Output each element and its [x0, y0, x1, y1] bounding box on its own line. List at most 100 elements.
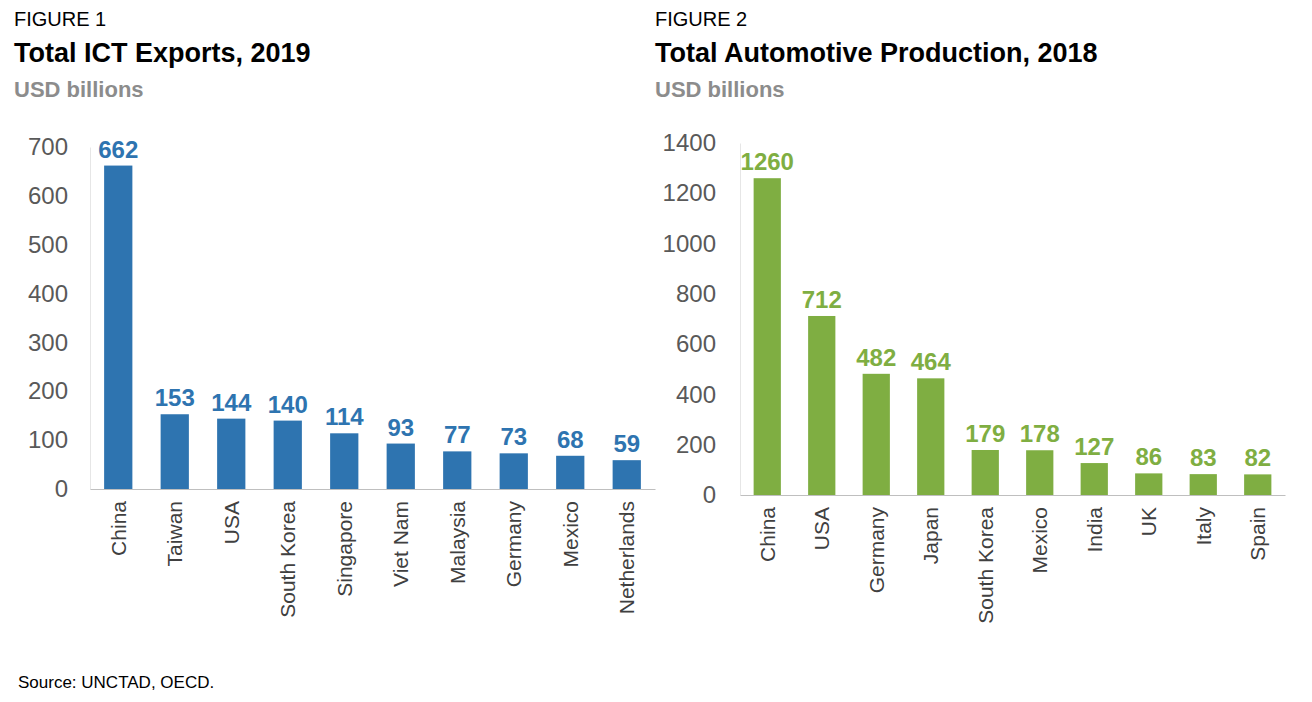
y-tick: 600 [676, 330, 740, 357]
x-axis-line [91, 489, 656, 490]
y-tick: 0 [55, 475, 90, 502]
x-tick-label: Italy [1192, 507, 1215, 546]
data-label: 482 [856, 344, 896, 371]
x-tick: Malaysia [446, 489, 469, 584]
x-tick: USA [220, 489, 243, 544]
y-tick: 0 [703, 481, 740, 508]
x-tick: Japan [919, 495, 942, 564]
data-label: 178 [1020, 420, 1060, 447]
x-tick-label: UK [1137, 507, 1160, 536]
y-tick: 400 [676, 381, 740, 408]
x-axis: ChinaTaiwanUSASouth KoreaSingaporeViet N… [91, 489, 656, 618]
y-tick-label: 400 [28, 280, 68, 307]
data-label: 114 [325, 403, 364, 430]
bar [556, 456, 584, 489]
subtitle: USD billions [655, 77, 785, 102]
bar [863, 374, 890, 495]
data-label: 140 [268, 391, 308, 418]
y-tick-label: 0 [703, 481, 716, 508]
x-tick: India [1083, 495, 1106, 553]
y-axis: 0 100 200 300 400 500 600 700 [28, 133, 91, 502]
y-tick: 400 [28, 280, 90, 307]
bar [217, 419, 245, 489]
title: Total Automotive Production, 2018 [655, 38, 1098, 68]
data-label: 153 [155, 384, 195, 411]
x-tick: Mexico [1028, 495, 1051, 574]
x-tick-label: Malaysia [446, 501, 469, 584]
data-label: 83 [1190, 444, 1217, 471]
y-tick: 1000 [663, 230, 740, 257]
x-tick: Mexico [559, 489, 582, 568]
x-tick: Taiwan [163, 489, 186, 566]
bar [808, 316, 835, 495]
x-axis: China USA Germany Japan South Korea Mexico Ind… [741, 495, 1286, 624]
y-tick-label: 700 [28, 133, 68, 160]
y-tick-label: 1000 [663, 230, 716, 257]
data-labels: 6621531441401149377736859 [98, 136, 640, 458]
bar [1190, 474, 1217, 495]
bar [917, 378, 944, 495]
x-tick-label: China [756, 507, 779, 562]
x-tick: Singapore [333, 489, 356, 597]
y-tick: 200 [28, 377, 90, 404]
y-tick-label: 400 [676, 381, 716, 408]
y-tick: 500 [28, 231, 90, 258]
x-tick-label: Taiwan [163, 501, 186, 566]
bar [387, 444, 415, 489]
x-tick-label: USA [810, 507, 833, 550]
x-tick: Italy [1192, 495, 1215, 546]
chart-0: FIGURE 1Total ICT Exports, 2019USD billi… [14, 8, 656, 618]
data-labels: 1260712482464179178127868382 [741, 148, 1272, 471]
x-tick-label: USA [220, 501, 243, 544]
data-label: 1260 [741, 148, 794, 175]
y-tick-label: 300 [28, 329, 68, 356]
bar [161, 414, 189, 489]
data-label: 68 [557, 426, 584, 453]
figure-label: FIGURE 1 [14, 8, 106, 30]
y-tick: 100 [28, 426, 90, 453]
y-tick-label: 800 [676, 280, 716, 307]
x-tick-label: Germany [865, 507, 888, 594]
bar [972, 450, 999, 495]
y-tick-label: 1400 [663, 129, 716, 156]
x-tick: Germany [502, 489, 525, 587]
bar [443, 451, 471, 489]
data-label: 179 [965, 420, 1005, 447]
bar [754, 178, 781, 495]
bar [1135, 473, 1162, 495]
x-tick-label: Singapore [333, 501, 356, 597]
x-tick-label: Netherlands [615, 501, 638, 614]
x-tick-label: South Korea [276, 501, 299, 618]
x-tick: South Korea [974, 495, 997, 624]
figure-label: FIGURE 2 [655, 8, 747, 30]
data-label: 127 [1074, 433, 1114, 460]
y-tick: 700 [28, 133, 90, 160]
y-tick-label: 100 [28, 426, 68, 453]
x-axis-line [741, 495, 1286, 496]
x-tick: China [107, 489, 130, 556]
y-tick-label: 600 [28, 182, 68, 209]
x-tick: UK [1137, 495, 1160, 536]
y-tick: 800 [676, 280, 740, 307]
x-tick-label: Spain [1246, 507, 1269, 561]
y-tick: 1200 [663, 179, 740, 206]
data-label: 82 [1244, 444, 1271, 471]
y-tick-label: 200 [28, 377, 68, 404]
data-label: 93 [387, 414, 414, 441]
x-tick: Spain [1246, 495, 1269, 561]
y-tick: 1400 [663, 129, 740, 156]
y-tick: 600 [28, 182, 90, 209]
bars [754, 178, 1272, 495]
data-label: 464 [911, 348, 952, 375]
y-tick-label: 200 [676, 431, 716, 458]
x-tick-label: Japan [919, 507, 942, 564]
data-label: 86 [1135, 443, 1162, 470]
data-label: 77 [444, 421, 471, 448]
data-label: 59 [613, 430, 640, 457]
data-label: 662 [98, 136, 138, 163]
y-tick-label: 1200 [663, 179, 716, 206]
x-tick-label: India [1083, 507, 1106, 553]
bar [1244, 474, 1271, 495]
bar [330, 433, 358, 489]
x-tick-label: Mexico [559, 501, 582, 568]
